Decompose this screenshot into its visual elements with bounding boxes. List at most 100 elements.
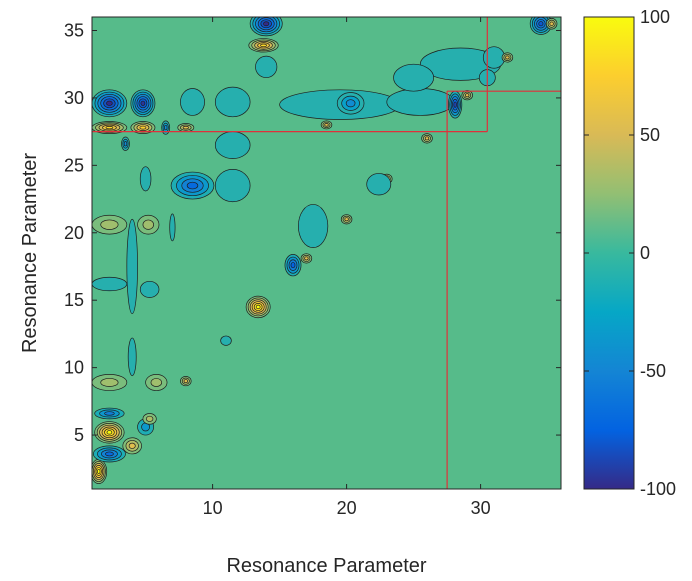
y-tick-label: 30 — [64, 88, 84, 108]
contour-level — [324, 123, 329, 127]
contour-feature — [94, 407, 125, 420]
contour-feature — [94, 421, 125, 444]
contour-level — [100, 219, 119, 230]
contour-level — [100, 378, 119, 387]
contour-level — [180, 88, 205, 116]
contour-feature — [214, 131, 251, 159]
y-axis-ticks: 5 10 15 20 25 30 35 — [64, 20, 561, 445]
y-tick-label: 25 — [64, 155, 84, 175]
contour-level — [482, 46, 506, 69]
contour-level — [393, 63, 435, 92]
contour-feature — [139, 280, 160, 298]
y-tick-label: 5 — [74, 425, 84, 445]
y-tick-label: 20 — [64, 223, 84, 243]
contour-level — [145, 415, 154, 422]
contour-feature — [122, 437, 142, 455]
contour-feature — [461, 90, 473, 101]
contour-level — [424, 136, 430, 141]
contour-level — [139, 166, 152, 192]
contour-feature — [336, 92, 365, 115]
contour-level — [214, 169, 251, 203]
contour-level — [106, 430, 113, 435]
plot-frame — [91, 16, 562, 490]
contour-level — [453, 101, 457, 108]
contour-feature — [177, 123, 195, 132]
x-tick-label: 20 — [337, 498, 357, 518]
contour-feature — [170, 171, 215, 200]
contour-level — [150, 378, 163, 387]
contour-level — [345, 99, 356, 108]
contour-level — [465, 93, 470, 98]
contour-feature — [220, 335, 232, 346]
contour-feature — [139, 166, 152, 192]
contour-feature — [340, 214, 353, 225]
contour-level — [255, 55, 278, 79]
colorbar: 100 50 0 -50 -100 — [583, 7, 676, 499]
contour-feature — [284, 253, 302, 277]
x-tick-label: 10 — [203, 498, 223, 518]
x-axis-ticks: 10 20 30 — [203, 17, 491, 518]
contour-feature — [92, 445, 126, 463]
contour-level — [128, 442, 136, 449]
contour-level — [214, 131, 251, 159]
contour-feature — [126, 218, 138, 315]
colorbar-tick-label: -50 — [640, 361, 666, 381]
contour-level — [505, 55, 510, 60]
contour-feature — [180, 376, 192, 387]
contour-level — [105, 126, 114, 130]
contour-feature — [121, 136, 130, 151]
colorbar-tick-label: 0 — [640, 243, 650, 263]
colorbar-ticks: 100 50 0 -50 -100 — [584, 7, 676, 499]
contour-feature — [300, 253, 313, 264]
contour-feature — [421, 133, 433, 144]
contour-feature — [130, 121, 156, 135]
contour-feature — [92, 458, 108, 484]
contour-level — [366, 173, 392, 196]
contour-feature — [386, 88, 455, 116]
contour-feature — [482, 46, 506, 69]
contour-level — [106, 100, 113, 106]
contour-feature — [320, 120, 333, 130]
contour-level — [183, 379, 188, 384]
contour-level — [126, 218, 138, 315]
contour-level — [344, 217, 349, 222]
contour-feature — [92, 121, 128, 134]
contour-level — [260, 43, 267, 48]
contour-level — [298, 204, 329, 248]
colorbar-tick-label: 100 — [640, 7, 670, 27]
colorbar-tick-label: -100 — [640, 479, 676, 499]
contour-level — [142, 219, 154, 230]
contour-feature — [214, 86, 251, 118]
contour-level — [164, 124, 168, 131]
contour-level — [182, 125, 189, 130]
red-annotation-lines — [92, 17, 561, 489]
contour-feature — [501, 52, 514, 63]
x-tick-label: 30 — [471, 498, 491, 518]
contour-feature — [92, 214, 128, 235]
contour-feature — [127, 337, 137, 377]
contour-feature — [393, 63, 435, 92]
contour-feature — [448, 90, 463, 119]
contour-feature — [130, 89, 156, 118]
contour-level — [214, 86, 251, 118]
contour-level — [123, 141, 128, 147]
contour-feature — [145, 374, 168, 391]
contour-feature — [366, 173, 392, 196]
contour-feature — [245, 295, 271, 319]
contour-feature — [545, 17, 558, 30]
contour-feature — [298, 204, 329, 248]
y-tick-label: 35 — [64, 20, 84, 40]
contour-feature — [161, 120, 171, 135]
contour-level — [104, 411, 115, 416]
contour-level — [538, 21, 544, 27]
contour-feature — [249, 17, 283, 37]
colorbar-tick-label: 50 — [640, 125, 660, 145]
contour-feature — [142, 413, 157, 425]
x-axis-label: Resonance Parameter — [226, 555, 426, 577]
y-axis-label: Resonance Parameter — [19, 153, 41, 353]
contour-level — [549, 21, 554, 26]
plot-area — [91, 16, 562, 490]
contour-feature — [92, 374, 128, 391]
contour-level — [139, 125, 147, 130]
